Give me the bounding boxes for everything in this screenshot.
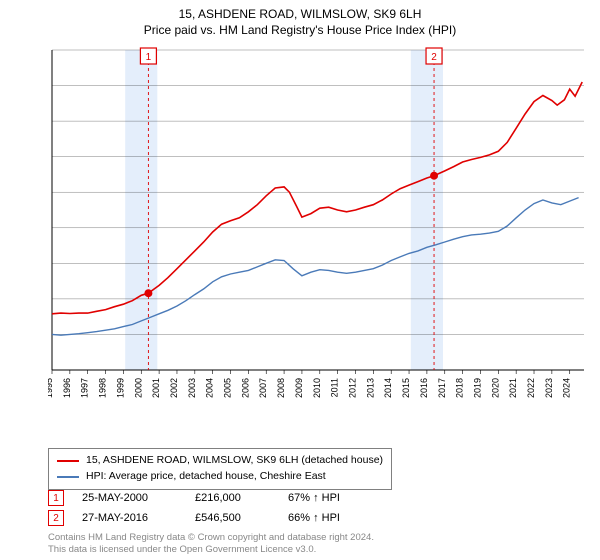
svg-text:1997: 1997 xyxy=(80,378,90,398)
svg-text:2003: 2003 xyxy=(187,378,197,398)
chart-title: 15, ASHDENE ROAD, WILMSLOW, SK9 6LH Pric… xyxy=(0,0,600,38)
sale-row: 2 27-MAY-2016 £546,500 66% ↑ HPI xyxy=(48,508,340,528)
svg-text:2017: 2017 xyxy=(437,378,447,398)
legend-item: 15, ASHDENE ROAD, WILMSLOW, SK9 6LH (det… xyxy=(57,453,383,469)
svg-text:2005: 2005 xyxy=(223,378,233,398)
svg-text:1: 1 xyxy=(146,52,152,63)
sale-vs-hpi: 66% ↑ HPI xyxy=(288,512,340,524)
svg-text:2015: 2015 xyxy=(401,378,411,398)
chart-container: 15, ASHDENE ROAD, WILMSLOW, SK9 6LH Pric… xyxy=(0,0,600,560)
svg-text:2: 2 xyxy=(431,52,437,63)
legend-label: HPI: Average price, detached house, Ches… xyxy=(86,469,326,485)
sale-price: £216,000 xyxy=(195,492,270,504)
sales-table: 1 25-MAY-2000 £216,000 67% ↑ HPI 2 27-MA… xyxy=(48,488,340,528)
svg-text:2002: 2002 xyxy=(169,378,179,398)
title-subtitle: Price paid vs. HM Land Registry's House … xyxy=(0,22,600,38)
sale-marker-icon: 1 xyxy=(48,490,64,506)
svg-text:1999: 1999 xyxy=(115,378,125,398)
svg-text:2009: 2009 xyxy=(294,378,304,398)
legend-swatch xyxy=(57,460,79,462)
footer-licence: Contains HM Land Registry data © Crown c… xyxy=(48,532,374,556)
sale-price: £546,500 xyxy=(195,512,270,524)
svg-text:2018: 2018 xyxy=(455,378,465,398)
sale-date: 25-MAY-2000 xyxy=(82,492,177,504)
sale-row: 1 25-MAY-2000 £216,000 67% ↑ HPI xyxy=(48,488,340,508)
footer-line: This data is licensed under the Open Gov… xyxy=(48,544,374,556)
svg-text:2016: 2016 xyxy=(419,378,429,398)
svg-text:2019: 2019 xyxy=(472,378,482,398)
legend-item: HPI: Average price, detached house, Ches… xyxy=(57,469,383,485)
title-address: 15, ASHDENE ROAD, WILMSLOW, SK9 6LH xyxy=(0,6,600,22)
sale-date: 27-MAY-2016 xyxy=(82,512,177,524)
svg-text:2022: 2022 xyxy=(526,378,536,398)
svg-text:1998: 1998 xyxy=(98,378,108,398)
svg-text:2004: 2004 xyxy=(205,378,215,398)
svg-text:2012: 2012 xyxy=(347,378,357,398)
legend: 15, ASHDENE ROAD, WILMSLOW, SK9 6LH (det… xyxy=(48,448,392,490)
sale-marker-icon: 2 xyxy=(48,510,64,526)
svg-text:2013: 2013 xyxy=(365,378,375,398)
svg-text:2001: 2001 xyxy=(151,378,161,398)
svg-text:2011: 2011 xyxy=(330,378,340,397)
chart-plot-area: £0£100K£200K£300K£400K£500K£600K£700K£80… xyxy=(48,46,588,386)
svg-text:1996: 1996 xyxy=(62,378,72,398)
svg-text:2024: 2024 xyxy=(562,378,572,398)
svg-text:2020: 2020 xyxy=(490,378,500,398)
legend-swatch xyxy=(57,476,79,478)
svg-text:2010: 2010 xyxy=(312,378,322,398)
svg-text:2021: 2021 xyxy=(508,378,518,398)
svg-text:2014: 2014 xyxy=(383,378,393,398)
svg-text:2000: 2000 xyxy=(133,378,143,398)
svg-text:2006: 2006 xyxy=(240,378,250,398)
footer-line: Contains HM Land Registry data © Crown c… xyxy=(48,532,374,544)
legend-label: 15, ASHDENE ROAD, WILMSLOW, SK9 6LH (det… xyxy=(86,453,383,469)
sale-vs-hpi: 67% ↑ HPI xyxy=(288,492,340,504)
chart-svg: £0£100K£200K£300K£400K£500K£600K£700K£80… xyxy=(48,46,588,426)
svg-text:2023: 2023 xyxy=(544,378,554,398)
svg-text:2008: 2008 xyxy=(276,378,286,398)
svg-text:2007: 2007 xyxy=(258,378,268,398)
svg-text:1995: 1995 xyxy=(48,378,54,398)
